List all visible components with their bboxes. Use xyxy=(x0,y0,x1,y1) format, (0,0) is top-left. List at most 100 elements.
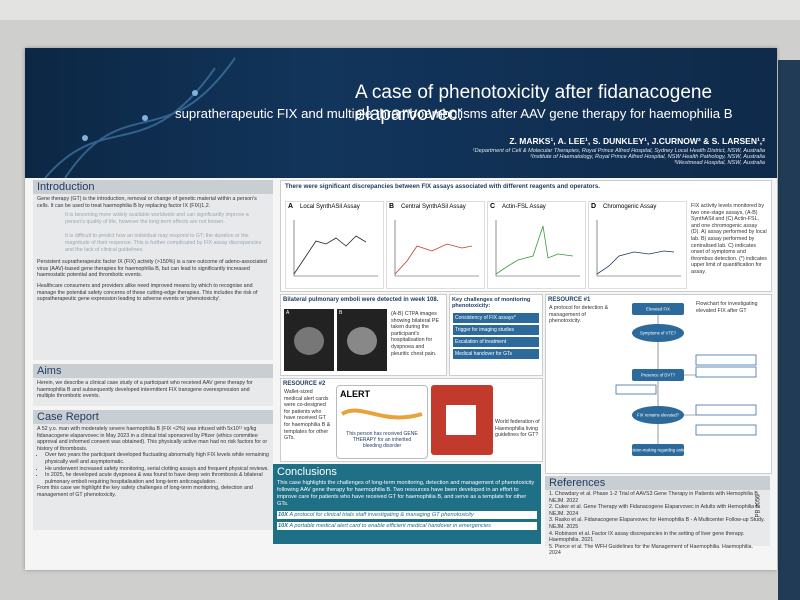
header: A case of phenotoxicity after fidanacoge… xyxy=(25,48,777,178)
wfh-text: World federation of Haemophilia living g… xyxy=(495,419,540,439)
challenge-item: Consistency of FIX assays* xyxy=(453,313,539,323)
flow-node-label: Presence of DVT? xyxy=(641,373,676,378)
reference: 4. Robinson et al. Factor IX assay discr… xyxy=(549,530,745,544)
panel-title: Chromogenic Assay xyxy=(603,204,657,210)
text: This case highlights the challenges of l… xyxy=(277,480,535,507)
panel-letter: D xyxy=(591,203,597,210)
affiliation: ²Institute of Haematology, Royal Prince … xyxy=(530,154,765,160)
flow-node-label: Symptoms of VTE? xyxy=(640,331,677,336)
paragraph: It is difficult to predict how an indivi… xyxy=(65,233,262,253)
panel-plot xyxy=(495,220,580,277)
figure-heading: There were significant discrepancies bet… xyxy=(285,183,600,190)
challenges-heading: Key challenges of monitoring phenotoxici… xyxy=(452,297,531,309)
flowchart-caption: Flowchart for investigating elevated FIX… xyxy=(696,301,758,314)
paragraph: Healthcare consumers and providers alike… xyxy=(37,282,258,303)
reference: 3. Rasko et al. Fidanacogene Elaparvovec… xyxy=(549,517,765,530)
resource-text: Wallet-sized medical alert cards were co… xyxy=(284,389,331,442)
flow-node xyxy=(632,324,684,342)
axes xyxy=(293,220,378,277)
challenge-item: Escalation of treatment xyxy=(453,337,539,347)
subtitle: supratherapeutic FIX and multiple thromb… xyxy=(175,106,733,121)
card-back xyxy=(431,385,493,455)
paragraph: Gene therapy (GT) is the introduction, r… xyxy=(37,196,257,209)
trend xyxy=(394,243,473,275)
panel-plot xyxy=(394,220,479,277)
trend xyxy=(495,225,574,275)
affiliation: ¹Department of Cell & Molecular Therapie… xyxy=(472,148,765,154)
paragraph: It is becoming more widely available wor… xyxy=(65,212,249,225)
authors: Z. MARKS¹, A. LEE¹, S. DUNKLEY¹, J.CURNO… xyxy=(509,136,765,146)
link-tag: 10X xyxy=(278,523,288,529)
challenge-item: Trigger for imaging studies xyxy=(453,325,539,335)
resource-2: RESOURCE #2 Wallet-sized medical alert c… xyxy=(280,378,543,462)
affiliation: ³Westmead Hospital, NSW, Australia xyxy=(674,160,765,166)
trend xyxy=(596,250,675,275)
card-title: ALERT xyxy=(340,389,370,399)
card-text: This person has received GENE THERAPY fo… xyxy=(346,431,418,449)
link-text: A protocol for clinical trials staff inv… xyxy=(289,512,474,518)
reference: 2. Cuker et al. Gene Therapy with Fidana… xyxy=(549,504,761,517)
panel-letter: B xyxy=(389,203,395,210)
text: A 52 y.o. man with moderately severe hae… xyxy=(37,426,268,452)
reference: 5. Pierce et al. The WFH Guidelines for … xyxy=(549,543,753,557)
flow-node xyxy=(632,369,684,381)
link: 10X A protocol for clinical trials staff… xyxy=(277,511,537,519)
alert-card: ALERT This person has received GENE THER… xyxy=(336,385,428,459)
heading: Case Report xyxy=(33,410,273,424)
axes xyxy=(495,220,580,277)
card-graphic xyxy=(340,408,423,420)
emboli: Bilateral pulmonary emboli were detected… xyxy=(280,294,447,376)
assay-panel: C Actin-FSL Assay xyxy=(487,201,586,289)
poster-id: PB 2056 xyxy=(755,494,762,518)
flow-node-label: Shared decision-making regarding anticoa… xyxy=(611,448,705,453)
heading: Introduction xyxy=(33,180,273,194)
aims: Aims Herein, we describe a clinical case… xyxy=(33,364,273,406)
axes xyxy=(394,220,479,277)
panel-title: Central SynthASil Assay xyxy=(401,204,466,210)
bullet: He underwent increased safety monitoring… xyxy=(45,466,269,473)
flowchart: Elevated FIX Symptoms of VTE? Presence of … xyxy=(611,303,757,456)
panel-title: Local SynthASil Assay xyxy=(300,204,360,210)
challenges: Key challenges of monitoring phenotoxici… xyxy=(449,294,543,376)
panel-letter: C xyxy=(490,203,496,210)
bullet: Over two years the participant developed… xyxy=(45,452,269,465)
paragraph: Persistent supratherapeutic factor IX (F… xyxy=(37,259,267,279)
panel-plot xyxy=(596,220,681,277)
wall-top xyxy=(0,0,800,20)
ct-image: B xyxy=(337,309,387,371)
reference: 1. Chowdary et al. Phase 1-2 Trial of AA… xyxy=(549,491,760,504)
bullet: In 2025, he developed acute dyspnoea & w… xyxy=(45,472,269,485)
heading: Aims xyxy=(33,364,273,378)
challenge-item: Medical handover for GTs xyxy=(453,349,539,359)
figure-caption: FIX activity levels monitored by two one… xyxy=(691,203,767,275)
text: From this case we highlight the key safe… xyxy=(37,485,253,498)
resource-text: A protocol for detection & management of… xyxy=(549,305,609,325)
text: Herein, we describe a clinical case stud… xyxy=(37,380,253,400)
panel-title: Actin-FSL Assay xyxy=(502,204,546,210)
assay-figure: There were significant discrepancies bet… xyxy=(280,180,772,292)
flow-node-label: Elevated FIX xyxy=(646,307,670,312)
flow-node-label: FIX remains elevated? xyxy=(637,413,680,418)
flow-node xyxy=(632,406,684,424)
affiliations: ¹Department of Cell & Molecular Therapie… xyxy=(473,148,765,166)
emboli-caption: (A-B) CTPA images showing bilateral PE t… xyxy=(391,311,439,357)
panel-plot xyxy=(293,220,378,277)
link-tag: 10X xyxy=(278,512,288,518)
trend xyxy=(293,235,367,275)
emboli-heading: Bilateral pulmonary emboli were detected… xyxy=(283,297,439,303)
image-label: B xyxy=(339,310,343,316)
poster: A case of phenotoxicity after fidanacoge… xyxy=(25,48,777,570)
resource-label: RESOURCE #2 xyxy=(283,381,326,387)
neighbour-poster xyxy=(778,60,800,600)
ct-image: A xyxy=(284,309,334,371)
title: A case of phenotoxicity after fidanacoge… xyxy=(355,82,713,125)
introduction: Introduction Gene therapy (GT) is the in… xyxy=(33,180,273,360)
references: References 1. Chowdary et al. Phase 1-2 … xyxy=(545,476,770,556)
resource-label: RESOURCE #1 xyxy=(548,297,591,303)
conclusions: Conclusions This case highlights the cha… xyxy=(273,464,541,544)
flow-node xyxy=(632,444,684,456)
link: 10X A portable medical alert card to ena… xyxy=(277,522,537,530)
link-text: A portable medical alert card to enable … xyxy=(289,523,491,529)
case-report: Case Report A 52 y.o. man with moderatel… xyxy=(33,410,273,530)
